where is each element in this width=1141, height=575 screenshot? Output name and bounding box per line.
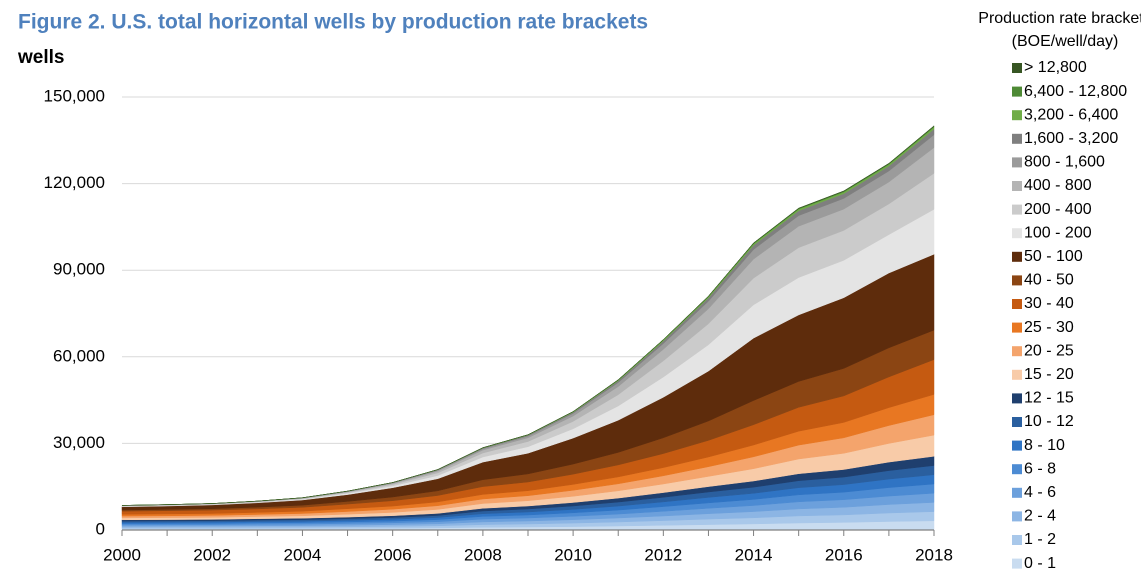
- legend-swatch: [1012, 110, 1022, 121]
- legend-label: 15 - 20: [1024, 366, 1074, 383]
- legend-label: 8 - 10: [1024, 437, 1065, 454]
- legend-label: 50 - 100: [1024, 248, 1083, 265]
- y-axis-label: wells: [17, 47, 64, 68]
- legend-swatch: [1012, 487, 1022, 498]
- legend-swatch: [1012, 181, 1022, 191]
- x-tick-label: 2000: [103, 545, 141, 564]
- legend-swatch: [1012, 133, 1022, 144]
- legend-swatch: [1012, 204, 1022, 215]
- legend-label: 20 - 25: [1024, 342, 1074, 359]
- legend-swatch: [1012, 299, 1022, 309]
- legend-label: 12 - 15: [1024, 390, 1074, 407]
- legend-swatch: [1012, 346, 1022, 357]
- x-tick-label: 2014: [735, 545, 773, 564]
- legend-swatch: [1012, 535, 1022, 545]
- x-tick-label: 2010: [554, 545, 592, 564]
- legend-swatch: [1012, 417, 1022, 427]
- legend-label: 0 - 1: [1024, 555, 1056, 572]
- legend-label: 4 - 6: [1024, 484, 1056, 501]
- y-tick-label: 120,000: [44, 173, 105, 192]
- x-tick-label: 2008: [464, 545, 502, 564]
- legend-label: 200 - 400: [1024, 201, 1092, 218]
- legend-label: 1,600 - 3,200: [1024, 130, 1118, 147]
- legend-swatch: [1012, 322, 1022, 333]
- x-tick-label: 2002: [193, 545, 231, 564]
- y-tick-label: 60,000: [53, 346, 105, 365]
- area: [121, 125, 935, 506]
- x-tick-label: 2016: [825, 545, 863, 564]
- legend-swatch: [1012, 251, 1022, 262]
- legend-label: 100 - 200: [1024, 224, 1092, 241]
- legend-swatch: [1012, 558, 1022, 569]
- x-tick-label: 2004: [284, 545, 322, 564]
- legend-label: 3,200 - 6,400: [1024, 106, 1118, 123]
- legend-swatch: [1012, 464, 1022, 475]
- legend-swatch: [1012, 228, 1022, 239]
- legend-swatch: [1012, 86, 1022, 97]
- legend-swatch: [1012, 511, 1022, 522]
- legend-swatch: [1012, 157, 1022, 168]
- y-tick-label: 0: [96, 519, 105, 538]
- legend-label: 25 - 30: [1024, 319, 1074, 336]
- legend-swatch: [1012, 393, 1022, 404]
- legend-label: 2 - 4: [1024, 508, 1056, 525]
- y-tick-label: 30,000: [53, 433, 105, 452]
- legend-label: 800 - 1,600: [1024, 154, 1105, 171]
- legend-label: 10 - 12: [1024, 413, 1074, 430]
- legend-label: 400 - 800: [1024, 177, 1092, 194]
- chart-title: Figure 2. U.S. total horizontal wells by…: [18, 11, 648, 34]
- legend-label: 40 - 50: [1024, 272, 1074, 289]
- legend-label: 6,400 - 12,800: [1024, 83, 1127, 100]
- legend-label: > 12,800: [1024, 59, 1087, 76]
- legend-label: 1 - 2: [1024, 531, 1056, 548]
- legend-subtitle: (BOE/well/day): [1012, 33, 1119, 50]
- legend-title: Production rate brackets: [978, 10, 1141, 27]
- y-tick-label: 90,000: [53, 260, 105, 279]
- y-tick-label: 150,000: [44, 86, 105, 105]
- legend-swatch: [1012, 63, 1022, 73]
- x-tick-label: 2018: [915, 545, 953, 564]
- legend-label: 30 - 40: [1024, 295, 1074, 312]
- legend-swatch: [1012, 369, 1022, 380]
- x-tick-label: 2012: [644, 545, 682, 564]
- x-tick-label: 2006: [374, 545, 412, 564]
- legend-swatch: [1012, 275, 1022, 286]
- legend-label: 6 - 8: [1024, 460, 1056, 477]
- legend-swatch: [1012, 440, 1022, 451]
